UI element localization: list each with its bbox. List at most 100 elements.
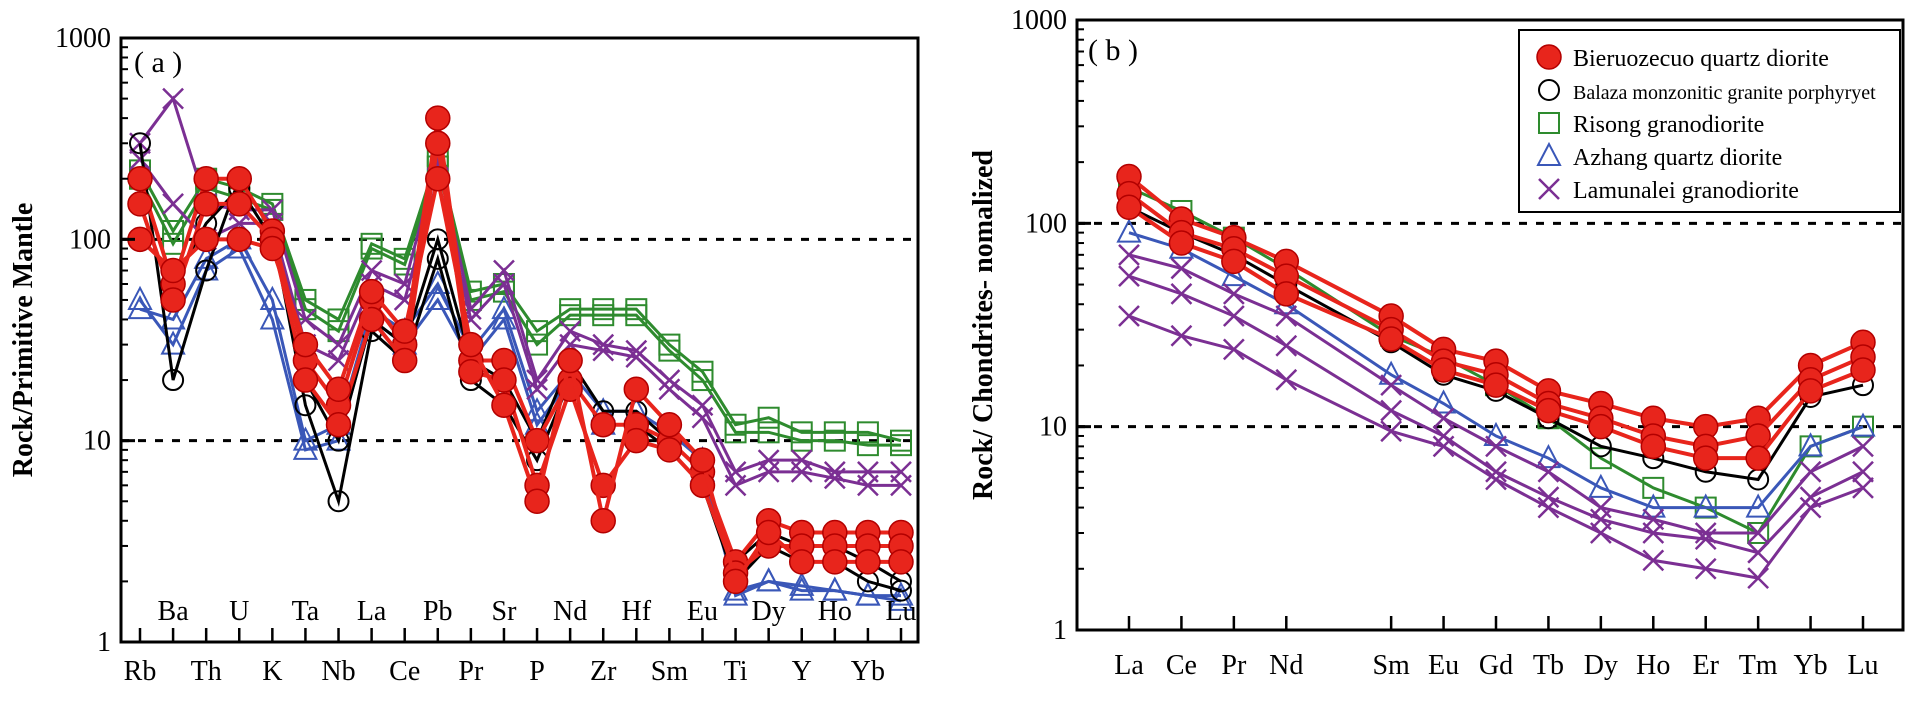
data-point (1693, 493, 1719, 518)
data-point (1378, 326, 1404, 352)
data-point (458, 331, 484, 358)
series-lamunalei (1118, 305, 1874, 589)
data-point (491, 392, 517, 418)
x-tick-label: Dy (752, 596, 786, 627)
data-point (226, 165, 253, 192)
data-point (691, 369, 714, 392)
series-line (1128, 274, 1864, 555)
panel-b-frame (1075, 18, 1905, 632)
series-bieruozecuo (1116, 194, 1876, 471)
data-point (1537, 496, 1560, 519)
x-tick-label: Gd (1479, 650, 1513, 681)
data-point (391, 318, 418, 344)
data-point (1589, 522, 1612, 544)
panel-b-label: ( b ) (1088, 34, 1138, 67)
legend-marker (1538, 112, 1560, 134)
series-line (138, 161, 901, 447)
data-point (327, 490, 350, 513)
data-point (823, 429, 846, 452)
data-point (1170, 282, 1193, 305)
x-tick-label: K (262, 656, 282, 687)
data-point (722, 581, 749, 606)
x-tick-label: Er (1692, 650, 1719, 681)
data-point (1850, 412, 1876, 437)
data-point (890, 474, 912, 497)
data-point (160, 305, 186, 330)
data-point (524, 397, 550, 422)
data-point (193, 191, 219, 217)
data-point (855, 581, 881, 606)
data-point (823, 467, 846, 490)
data-point (127, 285, 153, 310)
data-point (623, 376, 650, 403)
data-point (1535, 397, 1562, 424)
data-point (292, 435, 319, 460)
data-point (1430, 389, 1457, 414)
y-tick-label: 1 (1053, 615, 1067, 646)
data-point (1852, 435, 1874, 458)
data-point (492, 280, 515, 303)
data-point (790, 429, 813, 452)
data-point (127, 191, 153, 217)
series-bieruozecuo (127, 130, 914, 586)
data-point (294, 394, 317, 417)
series-line (138, 246, 901, 598)
data-point (193, 226, 219, 253)
data-point (195, 259, 218, 282)
x-tick-label: Eu (1428, 650, 1459, 681)
y-tick-label: 1 (97, 627, 111, 658)
panel-b-ylabel: Rock/ Chondrites- nomalized (968, 150, 999, 500)
data-point (724, 474, 747, 497)
data-point (1273, 281, 1300, 307)
data-point (1588, 473, 1614, 498)
data-point (755, 567, 782, 592)
data-point (129, 148, 151, 171)
data-point (127, 165, 153, 192)
data-point (1852, 476, 1874, 499)
data-point (590, 411, 616, 438)
data-point (327, 333, 350, 356)
data-point (292, 426, 319, 451)
x-tick-label: Hf (622, 596, 652, 627)
data-point (1118, 243, 1140, 266)
series-line (1128, 314, 1864, 580)
data-point (855, 549, 881, 575)
data-point (1747, 522, 1770, 544)
legend-label: Azhang quartz diorite (1573, 145, 1782, 171)
data-point (1589, 496, 1612, 519)
data-point (1745, 493, 1771, 518)
x-tick-label: Pr (458, 656, 484, 687)
legend-entry-risong: Risong granodiorite (1538, 112, 1764, 138)
series-line (138, 95, 901, 474)
x-tick-label: Y (792, 656, 812, 687)
data-point (755, 519, 782, 546)
x-tick-label: P (529, 656, 545, 687)
data-point (822, 576, 848, 601)
panel-a-label: ( a ) (134, 46, 182, 79)
legend-marker (1536, 141, 1562, 166)
data-point (491, 294, 517, 320)
x-tick-label: Yb (1793, 650, 1827, 681)
data-point (1380, 374, 1403, 397)
data-point (1118, 305, 1140, 327)
data-point (1222, 305, 1245, 327)
panel-b-chart: ( b ) Rock/ Chondrites- nomalized 1 10 100… (968, 5, 1905, 681)
y-tick-label: 1000 (55, 23, 111, 54)
data-point (658, 339, 681, 362)
data-point (1485, 468, 1507, 491)
x-tick-label: La (357, 596, 387, 627)
data-point (426, 228, 449, 251)
data-point (162, 87, 184, 110)
data-point (890, 434, 912, 457)
y-tick-label: 100 (1025, 208, 1067, 239)
x-tick-label: Eu (687, 596, 718, 627)
data-point (1221, 261, 1247, 287)
x-tick-label: Nd (553, 596, 587, 627)
data-point (524, 488, 550, 515)
legend-entry-azhang: Azhang quartz diorite (1536, 141, 1782, 171)
data-point (1432, 425, 1455, 447)
data-point (592, 339, 615, 362)
data-point (1745, 445, 1771, 471)
data-point (856, 421, 879, 444)
data-point (1168, 230, 1195, 256)
